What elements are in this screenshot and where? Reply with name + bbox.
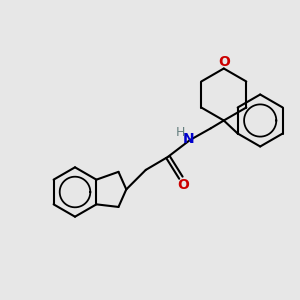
Text: O: O <box>177 178 189 192</box>
Text: O: O <box>218 55 230 68</box>
Text: H: H <box>175 127 185 140</box>
Text: N: N <box>183 132 195 146</box>
